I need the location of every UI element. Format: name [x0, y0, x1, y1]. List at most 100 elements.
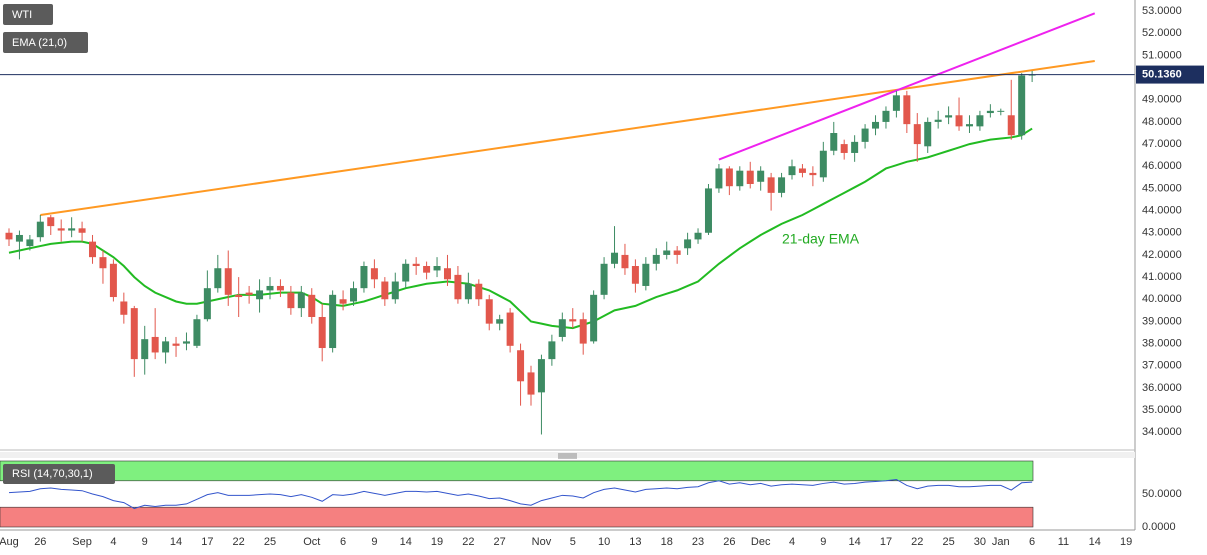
candle-body: [193, 319, 201, 346]
candle-body: [318, 316, 326, 349]
candle-body: [381, 281, 389, 300]
marks-layer: [0, 12, 1135, 510]
legend-label: EMA (21,0): [12, 37, 67, 49]
x-tick-label: 9: [371, 536, 377, 548]
candle-body: [558, 319, 566, 337]
x-tick-label: Dec: [751, 536, 771, 548]
x-tick-label: 17: [201, 536, 213, 548]
x-tick-label: 9: [820, 536, 826, 548]
y-tick-label: 40.0000: [1142, 293, 1182, 305]
candle-body: [276, 285, 284, 291]
candle-body: [475, 283, 483, 300]
candle-body: [746, 170, 754, 184]
candle-body: [590, 294, 598, 342]
candle-body: [203, 288, 211, 320]
x-tick-label: 9: [142, 536, 148, 548]
candle-body: [882, 110, 890, 122]
candle-body: [256, 290, 264, 300]
candle-body: [329, 294, 337, 349]
candle-body: [47, 217, 55, 227]
trendline: [40, 59, 1095, 217]
candle-body: [684, 239, 692, 249]
x-tick-label: 27: [494, 536, 506, 548]
candle-body: [235, 294, 243, 298]
x-tick-label: 14: [1089, 536, 1101, 548]
candle-body: [412, 263, 420, 267]
candle-body: [830, 133, 838, 151]
candle-body: [245, 292, 253, 295]
candle-body: [464, 283, 472, 300]
x-tick-label: 25: [264, 536, 276, 548]
x-tick-label: 19: [431, 536, 443, 548]
candle-body: [496, 319, 504, 324]
y-tick-label: 35.0000: [1142, 404, 1182, 416]
candle-body: [663, 250, 671, 255]
candle-body: [308, 294, 316, 317]
candle-body: [109, 263, 117, 298]
y-tick-label: 38.0000: [1142, 338, 1182, 350]
candle-body: [809, 172, 817, 176]
candle-body: [892, 95, 900, 111]
x-tick-label: 10: [598, 536, 610, 548]
candle-body: [360, 266, 368, 289]
y-tick-label: 49.0000: [1142, 94, 1182, 106]
y-tick-label: 45.0000: [1142, 182, 1182, 194]
y-tick-label: 41.0000: [1142, 271, 1182, 283]
candle-body: [913, 124, 921, 145]
candle-body: [297, 292, 305, 309]
candle-body: [611, 252, 619, 264]
x-tick-label: 6: [1029, 536, 1035, 548]
candle-body: [600, 263, 608, 295]
candle-body: [26, 239, 34, 247]
y-tick-label: 44.0000: [1142, 204, 1182, 216]
candle-body: [89, 241, 97, 258]
x-tick-label: 22: [911, 536, 923, 548]
x-tick-label: 30: [974, 536, 986, 548]
candle-body: [757, 170, 765, 182]
candle-body: [5, 232, 13, 240]
plot-background: [0, 0, 1135, 450]
candle-body: [840, 144, 848, 153]
candle-body: [141, 339, 149, 360]
candle-body: [569, 319, 577, 322]
candle-body: [537, 359, 545, 393]
candle-body: [642, 263, 650, 286]
x-tick-label: 4: [789, 536, 795, 548]
candle-body: [162, 341, 170, 353]
y-tick-label: 53.0000: [1142, 5, 1182, 17]
candle-body: [652, 254, 660, 264]
separator-grip[interactable]: [558, 453, 577, 459]
candle-body: [673, 250, 681, 255]
pane-separator[interactable]: [0, 452, 1135, 458]
legend-box: [3, 464, 115, 484]
candle-body: [788, 166, 796, 176]
x-tick-label: 17: [880, 536, 892, 548]
candle-body: [15, 234, 23, 242]
y-tick-label: 34.0000: [1142, 426, 1182, 438]
x-tick-label: Nov: [532, 536, 552, 548]
candle-body: [78, 228, 86, 233]
y-tick-label: 36.0000: [1142, 382, 1182, 394]
rsi-band: [0, 460, 1034, 482]
x-tick-label: 14: [170, 536, 182, 548]
candle-body: [997, 110, 1005, 112]
candle-body: [798, 168, 806, 173]
candle-body: [130, 308, 138, 360]
candle-body: [621, 254, 629, 269]
y-tick-label: 51.0000: [1142, 49, 1182, 61]
y-tick-label: 37.0000: [1142, 360, 1182, 372]
candle-body: [99, 257, 107, 269]
candle-body: [986, 110, 994, 114]
candle-body: [214, 268, 222, 289]
labels-layer: WTI EMA (21,0) RSI (14,70,30,1) 21-day E…: [0, 4, 1204, 548]
candle-body: [1007, 115, 1015, 136]
candle-body: [370, 268, 378, 280]
candle-body: [924, 121, 932, 147]
candle-body: [506, 312, 514, 346]
candle-body: [965, 124, 973, 127]
legend-box: [3, 32, 88, 53]
x-tick-label: 5: [570, 536, 576, 548]
x-tick-label: 19: [1120, 536, 1132, 548]
y-tick-label: 48.0000: [1142, 116, 1182, 128]
